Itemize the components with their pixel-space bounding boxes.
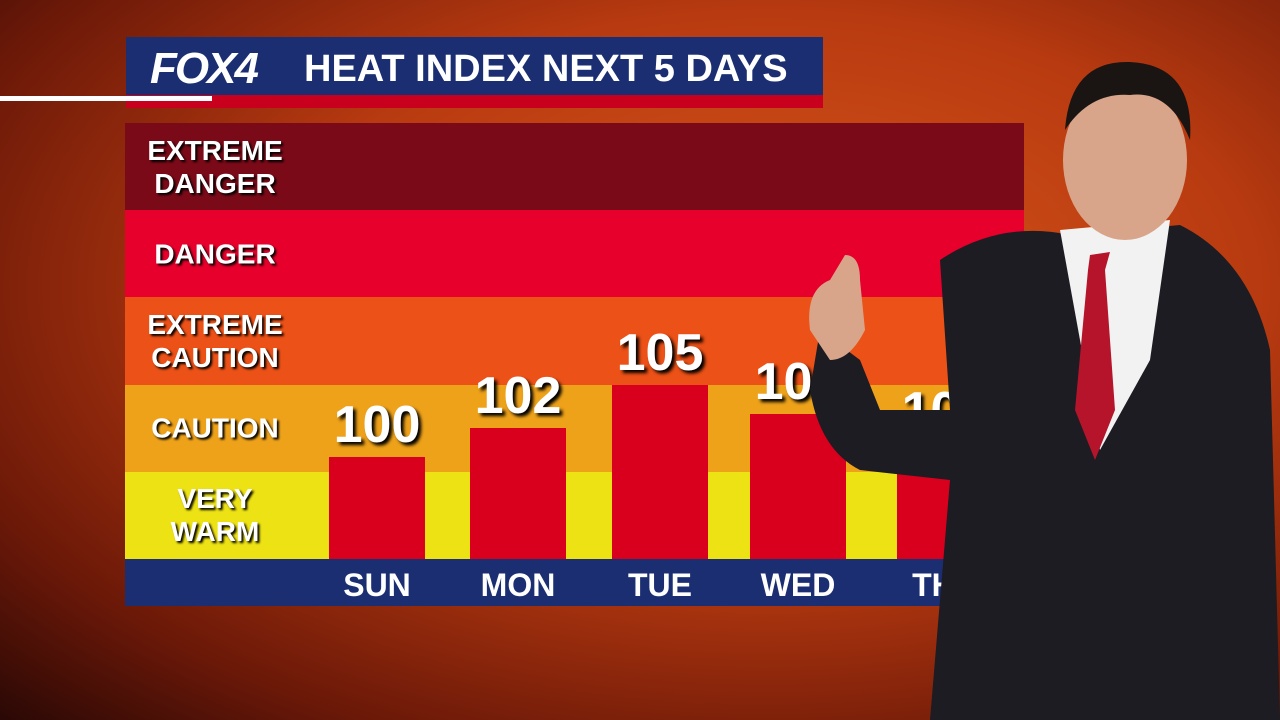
title-bar xyxy=(126,37,823,108)
heat-band: EXTREME DANGER xyxy=(125,123,1024,211)
bar xyxy=(329,457,425,559)
presenter xyxy=(809,61,1280,720)
accent-line xyxy=(0,96,212,101)
chart-title: HEAT INDEX NEXT 5 DAYS xyxy=(304,48,788,90)
value-label: 100 xyxy=(333,396,421,455)
x-tick-label: WED xyxy=(760,567,836,603)
band-label: DANGER xyxy=(154,238,276,270)
band-label: EXTREME DANGER xyxy=(147,134,283,199)
logo: FOX4 xyxy=(150,44,259,93)
band-label: VERY WARM xyxy=(170,483,260,548)
heat-band: VERY WARM xyxy=(125,471,1024,559)
chart: EXTREME DANGER DANGER EXTREME CAUTION CAUTI… xyxy=(125,123,1024,559)
heat-band: DANGER xyxy=(125,210,1024,298)
x-tick-label: SUN xyxy=(343,567,411,603)
heat-band: EXTREME CAUTION xyxy=(125,297,1024,385)
day-bar: SUNMONTUEWEDTHU xyxy=(125,559,1024,606)
value-label: 102 xyxy=(474,367,562,426)
x-tick-label: MON xyxy=(480,567,556,603)
bar xyxy=(612,384,708,559)
band-label: CAUTION xyxy=(151,412,279,444)
x-tick-label: TUE xyxy=(628,567,692,603)
bar xyxy=(470,428,566,559)
value-label: 105 xyxy=(616,323,704,382)
band-label: EXTREME CAUTION xyxy=(147,308,283,373)
